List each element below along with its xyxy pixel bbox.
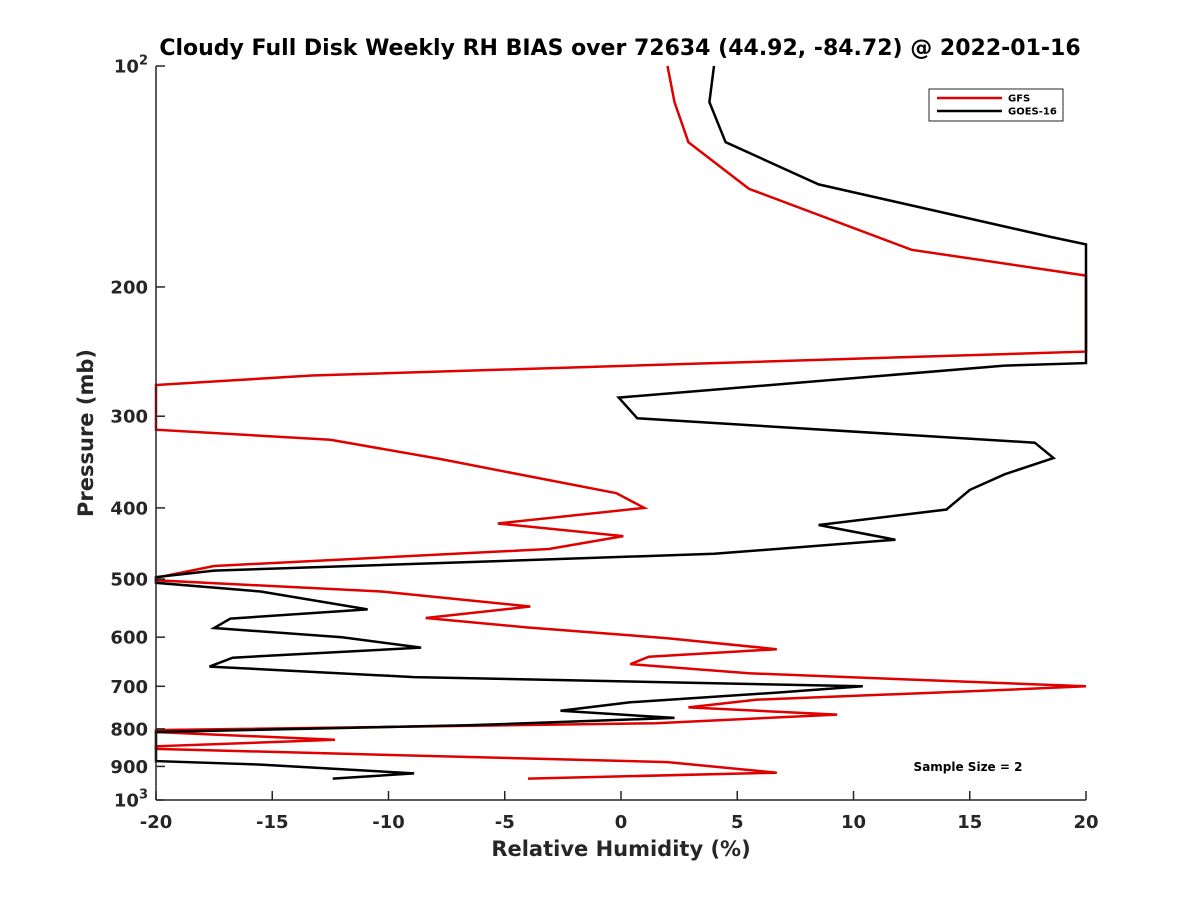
x-tick-label: 20 — [1073, 812, 1098, 833]
legend-box — [928, 88, 1064, 122]
y-tick-label: 400 — [110, 498, 148, 519]
legend: GFS GOES-16 — [928, 88, 1064, 122]
x-tick-label: -20 — [140, 812, 173, 833]
y-tick-label: 102 — [114, 54, 148, 78]
sample-size-annotation: Sample Size = 2 — [914, 760, 1023, 774]
x-tick-label: 5 — [731, 812, 744, 833]
y-tick-label: 200 — [110, 277, 148, 298]
x-axis-label: Relative Humidity (%) — [491, 837, 750, 861]
y-tick-label: 800 — [110, 719, 148, 740]
x-tick-label: 0 — [615, 812, 628, 833]
plot-area — [156, 66, 1086, 800]
y-tick-label: 600 — [110, 628, 148, 649]
legend-label-goes-16: GOES-16 — [1008, 107, 1057, 118]
y-tick-label: 900 — [110, 757, 148, 778]
legend-label-gfs: GFS — [1008, 94, 1030, 105]
chart-title: Cloudy Full Disk Weekly RH BIAS over 726… — [159, 36, 1080, 61]
x-tick-label: 10 — [841, 812, 866, 833]
y-tick-label: 500 — [110, 570, 148, 591]
y-tick-label: 700 — [110, 677, 148, 698]
y-axis-label: Pressure (mb) — [74, 349, 98, 517]
x-tick-label: -10 — [372, 812, 405, 833]
y-tick-label: 300 — [110, 407, 148, 428]
y-ticks: 102 200 300 400 500 600 700 800 900 103 — [110, 54, 165, 812]
x-tick-label: 15 — [957, 812, 982, 833]
x-ticks: -20 -15 -10 -5 0 5 10 15 20 — [140, 791, 1099, 833]
y-tick-label: 103 — [114, 788, 148, 812]
x-tick-label: -5 — [495, 812, 515, 833]
x-tick-label: -15 — [256, 812, 289, 833]
